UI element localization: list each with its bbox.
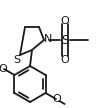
Text: O: O (61, 55, 69, 65)
Text: N: N (44, 34, 52, 44)
Text: O: O (53, 94, 61, 104)
Text: O: O (0, 64, 7, 74)
Text: O: O (61, 16, 69, 26)
Text: S: S (61, 33, 69, 47)
Text: S: S (13, 55, 21, 65)
